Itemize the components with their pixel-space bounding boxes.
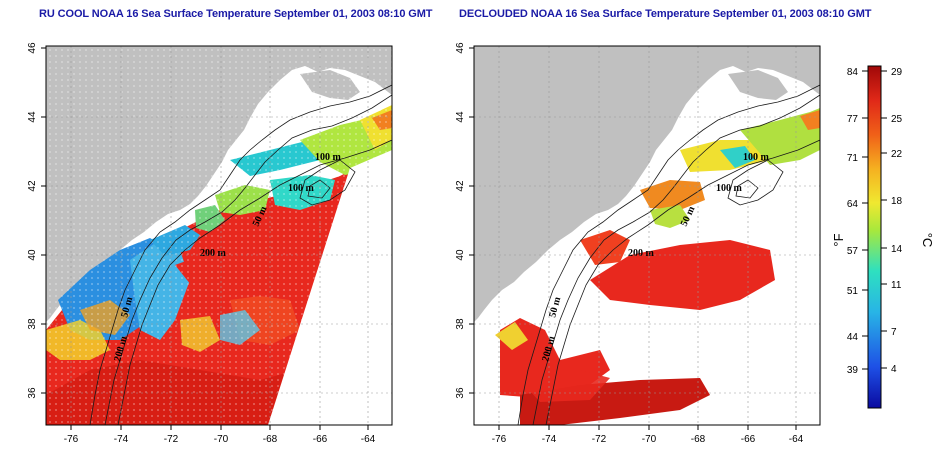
celsius-tick-label: 7 (891, 327, 897, 338)
x-tick-label: -76 (64, 434, 79, 445)
fahrenheit-tick-label: 51 (847, 286, 859, 297)
fahrenheit-tick-label: 57 (847, 246, 859, 257)
land-region (474, 46, 820, 322)
x-tick-label: -74 (542, 434, 557, 445)
contour-label-200m: 200 m (200, 248, 227, 259)
fahrenheit-unit-label: °F (831, 233, 846, 246)
right-x-axis (498, 425, 797, 430)
contour-label-200m: 200 m (628, 248, 655, 259)
bathymetry-contours (89, 84, 392, 425)
contour-label-100m: 100 m (315, 152, 342, 163)
left-x-axis (70, 425, 369, 430)
x-tick-label: -68 (691, 434, 706, 445)
right-y-axis (469, 47, 474, 394)
x-tick-label: -66 (313, 434, 328, 445)
x-tick-label: -68 (263, 434, 278, 445)
gridlines (46, 46, 392, 425)
fahrenheit-tick-label: 77 (847, 114, 859, 125)
fahrenheit-tick-label: 71 (847, 153, 859, 164)
fahrenheit-tick-label: 39 (847, 365, 859, 376)
fahrenheit-tick-label: 44 (847, 332, 859, 343)
x-tick-label: -66 (741, 434, 756, 445)
bathymetry-contours (517, 84, 820, 425)
right-map-frame (473, 45, 821, 426)
x-tick-label: -70 (214, 434, 229, 445)
y-tick-label: 40 (27, 249, 38, 261)
contour-label-100m: 100 m (288, 183, 315, 194)
y-tick-label: 44 (27, 111, 38, 123)
colorbar (867, 65, 882, 409)
celsius-tick-label: 4 (891, 364, 897, 375)
x-tick-label: -72 (592, 434, 607, 445)
celsius-tick-label: 14 (891, 244, 903, 255)
x-tick-label: -72 (164, 434, 179, 445)
contour-label-50m: 50 m (547, 295, 563, 319)
x-tick-label: -64 (361, 434, 376, 445)
x-tick-label: -76 (492, 434, 507, 445)
y-tick-label: 46 (455, 42, 466, 54)
y-tick-label: 44 (455, 111, 466, 123)
celsius-tick-label: 29 (891, 67, 903, 78)
y-tick-label: 46 (27, 42, 38, 54)
left-map-title: RU COOL NOAA 16 Sea Surface Temperature … (39, 8, 433, 20)
left-y-axis (41, 47, 46, 394)
celsius-tick-label: 22 (891, 149, 903, 160)
y-tick-label: 36 (27, 387, 38, 399)
y-tick-label: 36 (455, 387, 466, 399)
y-tick-label: 38 (455, 318, 466, 330)
right-map: 100 m 100 m 50 m 200 m 50 m 200 m (474, 46, 820, 425)
y-tick-label: 38 (27, 318, 38, 330)
sst-field (46, 46, 392, 425)
x-tick-label: -64 (789, 434, 804, 445)
x-tick-label: -74 (114, 434, 129, 445)
fahrenheit-tick-label: 84 (847, 67, 859, 78)
fahrenheit-tick-label: 64 (847, 199, 859, 210)
x-tick-label: -70 (642, 434, 657, 445)
contour-label-50m: 50 m (119, 295, 135, 319)
celsius-tick-label: 18 (891, 196, 903, 207)
contour-label-100m: 100 m (716, 183, 743, 194)
celsius-tick-label: 25 (891, 114, 903, 125)
land-region (728, 70, 788, 100)
celsius-tick-label: 11 (891, 280, 902, 291)
left-map-frame (45, 45, 393, 426)
gridlines (474, 46, 820, 425)
y-tick-label: 40 (455, 249, 466, 261)
right-map-title: DECLOUDED NOAA 16 Sea Surface Temperatur… (459, 8, 872, 20)
celsius-unit-label: °C (920, 233, 935, 248)
left-map: 100 m 100 m 50 m 200 m 50 m 200 m (46, 46, 392, 425)
colorbar-ticks (862, 70, 887, 370)
y-tick-label: 42 (27, 180, 38, 192)
y-tick-label: 42 (455, 180, 466, 192)
contour-label-100m: 100 m (743, 152, 770, 163)
